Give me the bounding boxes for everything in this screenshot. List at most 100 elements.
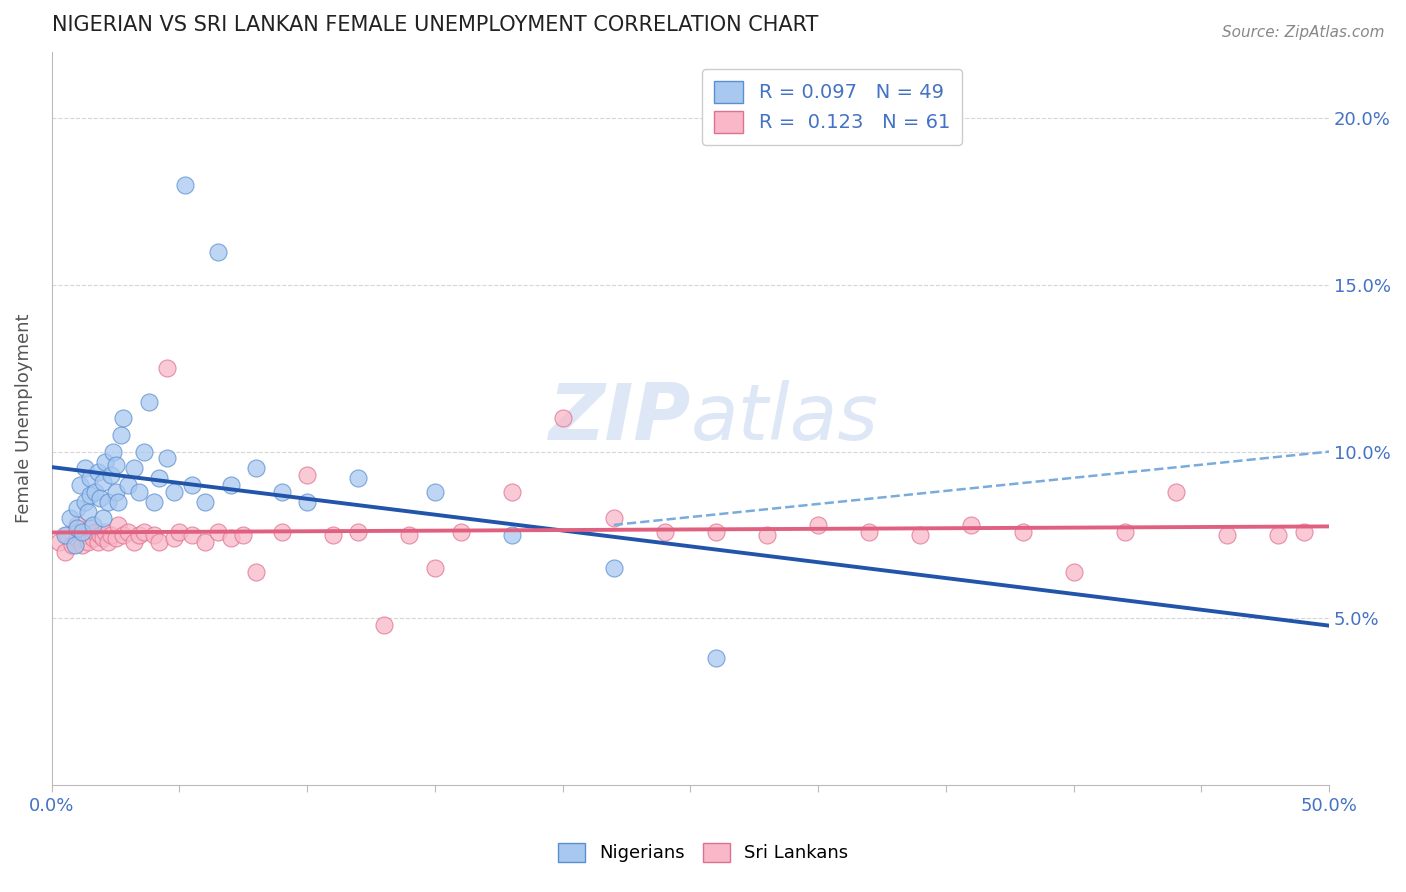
Text: Source: ZipAtlas.com: Source: ZipAtlas.com (1222, 25, 1385, 40)
Point (132, 524, 155, 539)
Point (117, 524, 139, 539)
Legend: Nigerians, Sri Lankans: Nigerians, Sri Lankans (550, 836, 856, 870)
Point (91, 511, 114, 525)
Point (104, 531, 127, 545)
Point (156, 451, 179, 466)
Point (142, 528, 165, 542)
Point (807, 517, 830, 532)
Point (122, 534, 145, 549)
Point (373, 617, 395, 632)
Point (100, 467, 122, 482)
Point (91, 475, 114, 489)
Point (69, 478, 91, 492)
Point (270, 524, 292, 539)
Point (756, 528, 779, 542)
Point (94, 454, 117, 468)
Point (66, 531, 89, 545)
Point (603, 511, 626, 525)
Point (245, 565, 267, 579)
Point (603, 561, 626, 575)
Text: ZIP: ZIP (548, 380, 690, 457)
Point (63, 538, 86, 552)
Point (181, 528, 204, 542)
Point (1216, 528, 1239, 542)
Point (423, 484, 446, 499)
Point (79, 488, 101, 502)
Point (101, 444, 124, 458)
Point (82, 517, 104, 532)
Point (97, 534, 120, 549)
Point (128, 484, 150, 499)
Point (207, 244, 229, 259)
Point (148, 471, 170, 485)
Point (1114, 524, 1136, 539)
Point (91, 531, 114, 545)
Point (163, 531, 186, 545)
Y-axis label: Female Unemployment: Female Unemployment (15, 314, 32, 523)
Point (66, 517, 89, 532)
Point (270, 484, 292, 499)
Point (128, 528, 150, 542)
Point (163, 484, 186, 499)
Point (138, 394, 160, 409)
Point (56, 528, 79, 542)
Point (73, 528, 96, 542)
Point (1011, 524, 1033, 539)
Point (48, 534, 70, 549)
Point (245, 461, 267, 475)
Point (194, 534, 217, 549)
Point (654, 524, 676, 539)
Point (117, 478, 139, 492)
Point (169, 524, 191, 539)
Point (156, 361, 179, 376)
Point (97, 494, 120, 508)
Point (76, 505, 98, 519)
Point (89, 528, 111, 542)
Point (84, 524, 107, 539)
Point (112, 411, 135, 425)
Point (89, 491, 111, 506)
Point (104, 458, 127, 472)
Point (66, 501, 89, 516)
Point (704, 651, 727, 665)
Point (60, 538, 83, 552)
Point (551, 411, 574, 425)
Point (59, 511, 82, 525)
Point (107, 517, 129, 532)
Point (79, 471, 101, 485)
Point (73, 494, 96, 508)
Point (142, 494, 165, 508)
Point (297, 494, 319, 508)
Point (450, 524, 472, 539)
Point (53, 528, 76, 542)
Point (82, 531, 104, 545)
Point (66, 521, 89, 535)
Point (347, 471, 370, 485)
Point (398, 528, 420, 542)
Point (322, 528, 344, 542)
Point (72, 538, 94, 552)
Point (79, 521, 101, 535)
Point (100, 528, 122, 542)
Point (1267, 528, 1289, 542)
Point (104, 484, 127, 499)
Point (107, 494, 129, 508)
Point (72, 524, 94, 539)
Text: atlas: atlas (690, 380, 879, 457)
Point (423, 561, 446, 575)
Point (1063, 565, 1085, 579)
Point (960, 517, 983, 532)
Point (207, 524, 229, 539)
Point (94, 524, 117, 539)
Point (501, 484, 523, 499)
Point (53, 544, 76, 558)
Point (173, 178, 195, 193)
Point (910, 528, 932, 542)
Point (232, 528, 254, 542)
Point (297, 467, 319, 482)
Point (1292, 524, 1315, 539)
Point (87, 465, 110, 479)
Text: NIGERIAN VS SRI LANKAN FEMALE UNEMPLOYMENT CORRELATION CHART: NIGERIAN VS SRI LANKAN FEMALE UNEMPLOYME… (52, 15, 818, 35)
Point (1164, 484, 1187, 499)
Point (704, 524, 727, 539)
